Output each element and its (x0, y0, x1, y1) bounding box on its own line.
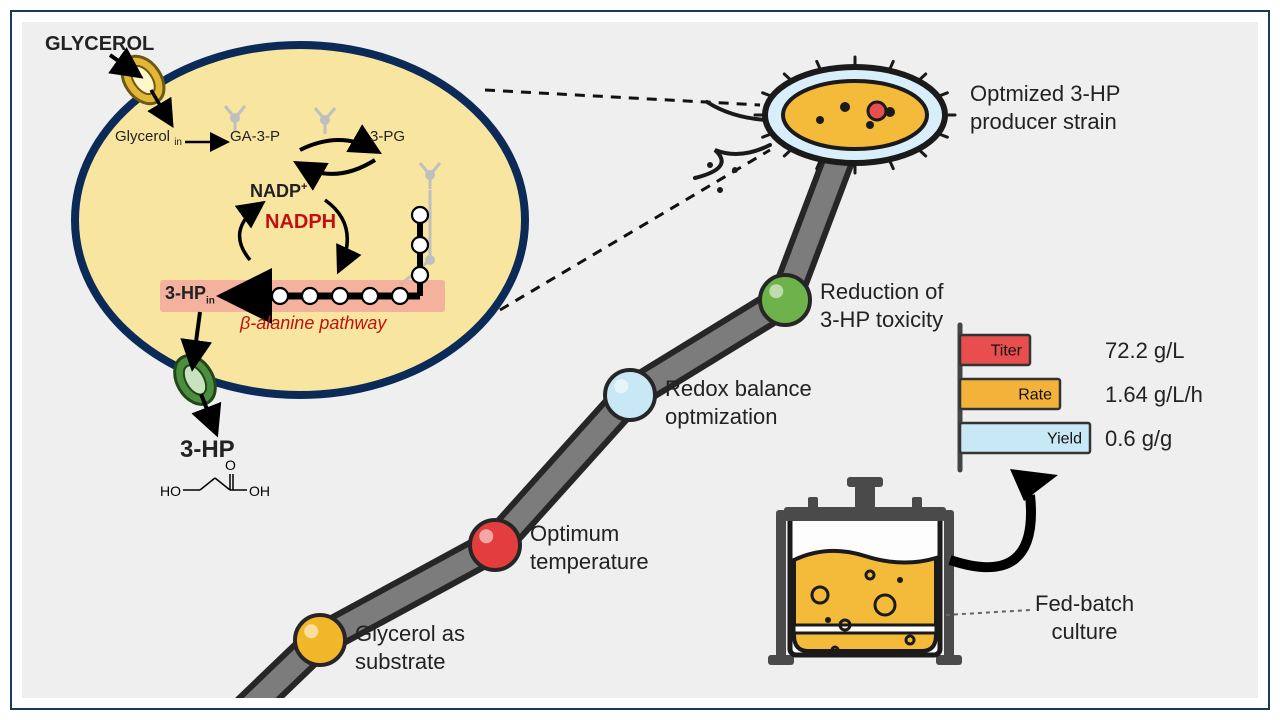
bar-value: 0.6 g/g (1105, 425, 1172, 453)
svg-text:Rate: Rate (1018, 386, 1052, 403)
nadp-label: NADP+ (250, 180, 307, 203)
ladder-node-label: Redox balanceoptmization (665, 375, 812, 430)
ladder-node-label: Optimumtemperature (530, 520, 649, 575)
hp-out-label: 3-HP (180, 435, 235, 465)
ladder-node-label: Glycerol assubstrate (355, 620, 465, 675)
svg-text:HO: HO (160, 483, 181, 499)
metrics-bar-chart: Titer Rate Yield (960, 325, 1090, 470)
glycerol-in-label: Glycerol in (115, 128, 182, 150)
glycerol-title: GLYCEROL (45, 32, 154, 57)
nadph-label: NADPH (265, 210, 336, 235)
bar-value: 72.2 g/L (1105, 337, 1185, 365)
bar-value: 1.64 g/L/h (1105, 381, 1203, 409)
svg-text:OH: OH (249, 483, 270, 499)
dashed-connectors (485, 90, 770, 310)
bioreactor-label: Fed-batchculture (1035, 590, 1134, 645)
svg-text:Titer: Titer (991, 342, 1023, 359)
svg-text:Yield: Yield (1047, 430, 1082, 447)
bioreactor-icon (768, 469, 1058, 665)
hp-in-label: 3-HPin (165, 282, 215, 308)
pg3-label: 3-PG (370, 128, 405, 147)
pathway-label: β-alanine pathway (240, 312, 386, 335)
bacterium-label: Optmized 3-HPproducer strain (970, 80, 1120, 135)
cell-diagram: HOOHO (75, 45, 525, 499)
ladder-node-label: Reduction of3-HP toxicity (820, 278, 944, 333)
ga3p-label: GA-3-P (230, 128, 280, 147)
